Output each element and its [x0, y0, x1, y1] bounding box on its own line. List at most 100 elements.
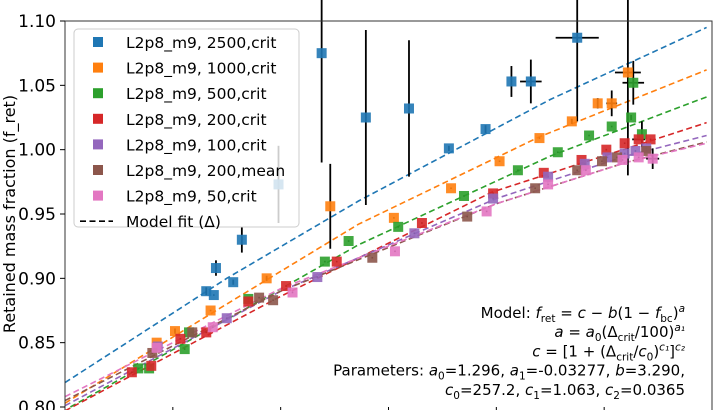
data-point — [622, 67, 633, 78]
annotation-segment: c — [532, 342, 541, 360]
y-tick-label: 1.10 — [18, 12, 56, 32]
y-tick-label: 0.85 — [18, 334, 56, 354]
data-point — [207, 322, 218, 333]
data-point — [630, 145, 641, 156]
data-point — [481, 206, 492, 217]
data-point — [584, 130, 595, 141]
y-tick-label: 0.80 — [18, 398, 56, 410]
data-point — [494, 156, 505, 167]
data-point — [543, 171, 554, 182]
annotation-segment: 0 — [595, 332, 602, 344]
annotation-segment: 2 — [613, 390, 620, 402]
data-point — [530, 183, 541, 194]
legend: L2p8_m9, 2500,crit L2p8_m9, 1000,crit L2p8… — [73, 28, 300, 231]
data-point — [151, 342, 162, 353]
y-tick-label: 0.95 — [18, 205, 56, 225]
annotation-segment: b — [615, 362, 625, 380]
data-point — [626, 112, 637, 123]
annotation-segment: f — [536, 304, 544, 322]
fit-line-1 — [64, 69, 707, 404]
annotation-segment: a — [510, 362, 519, 380]
data-point — [628, 77, 639, 88]
annotation-segment: c — [605, 381, 614, 399]
annotation-segment: a — [586, 323, 595, 341]
annotation-segment: − — [586, 304, 608, 322]
data-point — [416, 218, 427, 229]
data-point — [205, 305, 216, 316]
annotation-segment: crit — [618, 332, 635, 344]
legend-label: L2p8_m9, 200,mean — [126, 162, 285, 181]
annotation-segment: c — [445, 381, 454, 399]
data-point — [343, 236, 354, 247]
data-point — [606, 121, 617, 132]
annotation-segment: =1.063, — [540, 381, 605, 399]
legend-marker — [93, 190, 103, 201]
data-point — [201, 327, 212, 338]
data-point — [572, 32, 583, 43]
annotation-segment: =1.296, — [445, 362, 510, 380]
data-point — [606, 98, 617, 109]
fit-line-0 — [64, 26, 707, 384]
data-point — [488, 188, 499, 199]
legend-marker — [93, 113, 103, 124]
legend-label: L2p8_m9, 100,crit — [126, 136, 267, 155]
data-point — [403, 103, 414, 114]
annotation-segment: = — [555, 304, 577, 322]
annotation-segment: 0 — [438, 371, 445, 383]
data-point — [534, 133, 545, 144]
data-point — [316, 48, 327, 59]
data-point — [312, 272, 323, 283]
data-point — [566, 116, 577, 127]
data-point — [409, 228, 420, 239]
annotation-segment: 0 — [647, 351, 654, 363]
annotation-segment: a — [429, 362, 438, 380]
data-point — [633, 134, 644, 145]
data-point — [619, 138, 630, 149]
data-point — [446, 183, 457, 194]
data-point — [221, 313, 232, 324]
data-point — [261, 273, 272, 284]
data-point — [617, 154, 628, 165]
legend-marker — [93, 88, 103, 99]
data-point — [647, 153, 658, 164]
y-tick-label: 1.05 — [18, 76, 56, 96]
annotation-line: Parameters: a0​=1.296, a1​=-0.03277, b=3… — [333, 362, 685, 383]
model-annotation: Model: fret​ = c − b(1 − fbc​)a​a = a0​(… — [333, 303, 686, 402]
data-point — [443, 143, 454, 154]
data-point — [645, 134, 656, 145]
data-point — [126, 367, 137, 378]
annotation-segment: =257.2, — [460, 381, 525, 399]
data-point — [133, 363, 144, 374]
data-point — [319, 256, 330, 267]
legend-marker — [93, 62, 103, 73]
annotation-segment: 1 — [519, 371, 526, 383]
data-point — [579, 158, 590, 169]
legend-label: L2p8_m9, 2500,crit — [126, 34, 276, 53]
annotation-segment: ret — [541, 313, 556, 325]
data-point — [597, 156, 608, 167]
annotation-segment: c₁ — [659, 341, 669, 353]
data-point — [462, 211, 473, 222]
data-point — [633, 152, 644, 163]
annotation-segment: a — [679, 303, 685, 315]
annotation-segment: = [1 + (Δ — [540, 342, 616, 360]
data-point — [268, 295, 279, 306]
annotation-segment: / — [633, 342, 639, 360]
data-point — [169, 326, 180, 337]
annotation-segment: c — [638, 342, 647, 360]
annotation-segment: Parameters: — [333, 362, 429, 380]
data-point — [393, 221, 404, 232]
data-point — [331, 256, 342, 267]
legend-box — [73, 28, 300, 228]
data-point — [525, 76, 536, 87]
data-point — [367, 252, 378, 263]
data-point — [388, 212, 399, 223]
legend-marker — [93, 37, 103, 47]
legend-fit-label: Model fit (Δ) — [126, 213, 221, 231]
annotation-segment: ) — [673, 304, 679, 322]
data-point — [636, 129, 647, 140]
data-point — [179, 344, 190, 355]
legend-label: L2p8_m9, 200,crit — [126, 111, 267, 130]
legend-label: L2p8_m9, 500,crit — [126, 85, 267, 104]
annotation-segment: (1 − — [617, 304, 655, 322]
